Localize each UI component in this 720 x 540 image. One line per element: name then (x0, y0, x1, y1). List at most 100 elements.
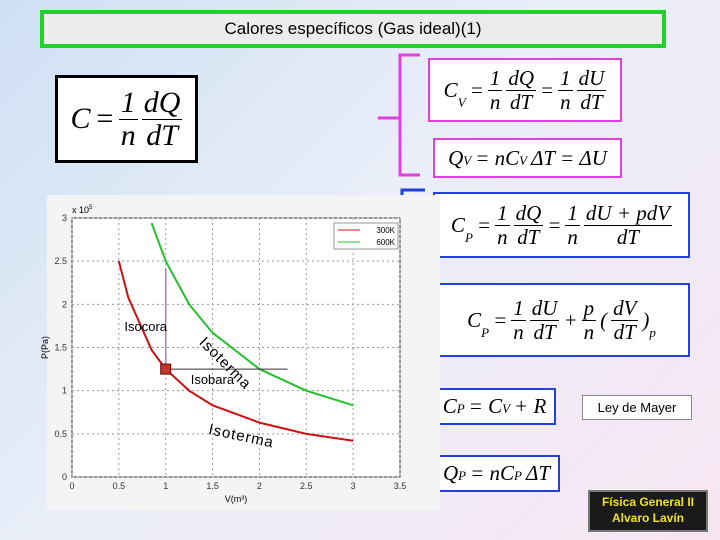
y-tick-label: 1 (62, 386, 67, 396)
series-line (150, 222, 354, 407)
legend-label: 300K (376, 226, 395, 235)
subscript: p (649, 324, 656, 340)
math-text: C (467, 307, 482, 332)
numerator: dQ (141, 86, 183, 120)
formula-box: C = 1 n dQ dT (55, 75, 198, 163)
formula: Q P = nC P ΔT (443, 461, 550, 486)
denominator: dT (146, 118, 178, 152)
x-tick-label: 1.5 (206, 481, 219, 491)
title: Calores específicos (Gas ideal)(1) (224, 19, 482, 38)
denominator: n (513, 319, 524, 344)
math-text: ΔT (526, 461, 551, 485)
numerator: 1 (118, 86, 138, 120)
denominator: n (560, 89, 571, 114)
logo-line: Física General II (601, 495, 695, 510)
subscript: V (502, 401, 511, 416)
y-tick-label: 0 (62, 472, 67, 482)
x-tick-label: 3 (351, 481, 356, 491)
math-text: = (547, 212, 562, 237)
logo: Física General II Alvaro Lavín (588, 490, 708, 532)
x-tick-label: 3.5 (394, 481, 407, 491)
math-text: Q (448, 145, 464, 170)
math-text: = nC (475, 145, 520, 170)
formula-box: C P = 1 n dU dT + p n(dV dT) p (433, 283, 690, 357)
y-axis-label: P(Pa) (40, 336, 50, 359)
y-tick-label: 3 (62, 213, 67, 223)
y-tick-label: 2.5 (54, 256, 67, 266)
denominator: dT (580, 89, 603, 114)
formula-box: Q P = nC P ΔT (433, 455, 560, 492)
subscript: V (463, 152, 472, 168)
fraction: dQ dT (513, 201, 544, 248)
formula: C P = C V + R (443, 394, 547, 419)
formula: C P = 1 n dQ dT = 1 n dU + pdV dT (450, 201, 673, 249)
numerator: 1 (565, 201, 580, 226)
subscript: V (457, 94, 466, 110)
y-multiplier: x 105 (72, 205, 93, 215)
numerator: dV (611, 296, 639, 321)
formula-box: Q V = nC V ΔT = ΔU (433, 138, 622, 178)
y-multiplier-exp: 5 (89, 205, 93, 211)
denominator: dT (533, 319, 556, 344)
math-text: + (563, 307, 578, 332)
fraction: dQ dT (506, 66, 536, 113)
mayer-label: Ley de Mayer (597, 400, 677, 415)
fraction: dU dT (529, 296, 560, 344)
plot-area (71, 217, 401, 478)
numerator: dQ (506, 66, 536, 91)
y-tick-label: 2 (62, 299, 67, 309)
y-multiplier-base: x 10 (72, 205, 89, 215)
formula: Q V = nC V ΔT = ΔU (448, 146, 607, 171)
math-text: C (442, 394, 457, 418)
y-tick-label: 0.5 (54, 429, 67, 439)
math-text: ΔT = ΔU (531, 145, 607, 170)
legend (333, 222, 399, 250)
math-text: C (443, 77, 458, 102)
math-text: = (94, 102, 115, 135)
formula-box: C P = 1 n dQ dT = 1 n dU + pdV dT (433, 192, 690, 258)
subscript: P (514, 468, 522, 483)
x-tick-label: 1 (163, 481, 168, 491)
x-tick-label: 2.5 (300, 481, 313, 491)
bracket (378, 53, 420, 177)
numerator: dU + pdV (583, 201, 673, 226)
mayer-box: Ley de Mayer (582, 395, 692, 420)
numerator: dU (576, 66, 607, 91)
x-tick-label: 2 (257, 481, 262, 491)
denominator: dT (616, 224, 640, 249)
numerator: p (581, 296, 597, 321)
x-tick-label: 0 (69, 481, 74, 491)
annotation: Isobara (191, 372, 235, 387)
numerator: 1 (487, 66, 503, 91)
fraction: dU + pdV dT (583, 201, 673, 249)
numerator: 1 (511, 296, 526, 321)
math-text: ( (600, 307, 608, 332)
x-axis-label: V(m³) (225, 494, 248, 504)
annotation: Isocora (124, 319, 167, 334)
subscript: P (458, 468, 467, 483)
denominator: n (567, 224, 578, 249)
denominator: n (497, 224, 508, 249)
numerator: dU (529, 296, 560, 321)
numerator: dQ (513, 201, 544, 226)
legend-label: 600K (376, 238, 395, 247)
plot: 0 0.5 1 1.5 2 2.5 3 0 0.5 1 1.5 2 2.5 3 3.5 V(m³) P(Pa) x… (40, 205, 406, 504)
subscript: P (464, 229, 473, 245)
fraction: dV dT (611, 296, 639, 343)
formula-box: C V = 1 n dQ dT = 1 n dU dT (428, 58, 622, 122)
subscript: P (481, 324, 490, 340)
formula: C V = 1 n dQ dT = 1 n dU dT (443, 66, 607, 114)
x-tick-label: 0.5 (113, 481, 126, 491)
math-text: = (469, 77, 484, 102)
fraction: dQ dT (141, 86, 183, 152)
denominator: n (120, 118, 136, 152)
math-text: C (450, 212, 465, 237)
series-line (117, 260, 354, 442)
